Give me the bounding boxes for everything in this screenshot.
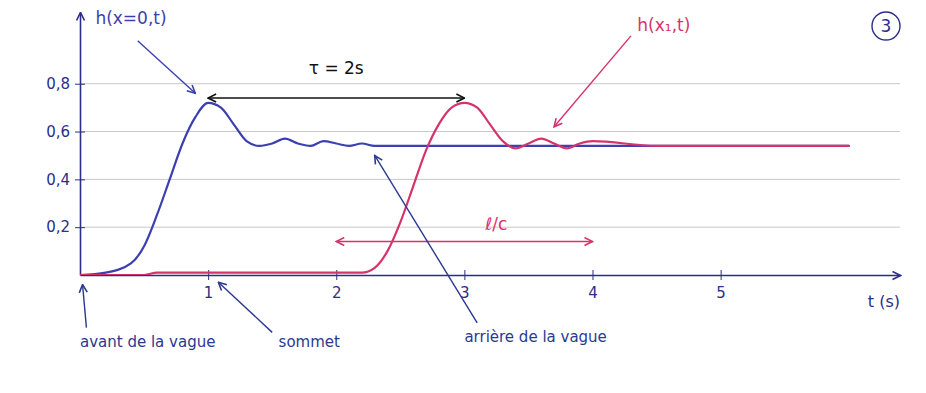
- y-axis: 0,2 0,4 0,6 0,8: [46, 13, 85, 276]
- y-tick-mark: [75, 132, 85, 133]
- x-tick: 5: [716, 270, 726, 302]
- grid-line: [80, 83, 900, 84]
- x-tick: 4: [588, 270, 598, 302]
- series-label: h(x₁,t): [637, 15, 690, 35]
- label-arrow: [138, 41, 196, 94]
- grid-line: [80, 131, 900, 132]
- y-tick-mark: [75, 227, 85, 228]
- y-tick: 0,6: [46, 123, 85, 141]
- x-tick-label: 4: [588, 284, 598, 302]
- annotation-arrow: [83, 285, 87, 328]
- x-axis: 1 2 3 4 5: [81, 270, 901, 302]
- x-tick-label: 1: [204, 284, 214, 302]
- x-tick-mark: [593, 270, 594, 280]
- series-label: h(x=0,t): [95, 8, 166, 28]
- x-tick-mark: [208, 270, 209, 280]
- corner-circle: [872, 12, 900, 40]
- y-tick: 0,8: [46, 75, 85, 93]
- x-axis-title: t (s): [868, 292, 900, 311]
- plot-area: [80, 103, 849, 275]
- chart-container: 1 2 3 4 5 0,2 0,4 0,6 0,8 t (s) τ = 2s ℓ/c h(x=0,t) h…: [0, 0, 926, 393]
- corner-mark: 3: [881, 16, 892, 36]
- x-tick-mark: [336, 270, 337, 280]
- annotation: sommet: [279, 333, 340, 351]
- span-label: τ = 2s: [309, 58, 364, 78]
- span-label: ℓ/c: [484, 214, 507, 234]
- x-tick-label: 5: [716, 284, 726, 302]
- x-tick-mark: [721, 270, 722, 280]
- y-tick-label: 0,2: [46, 218, 70, 236]
- x-tick-mark: [464, 270, 465, 280]
- annotation: arrière de la vague: [464, 328, 606, 346]
- y-tick-mark: [75, 179, 85, 180]
- x-axis-line: [81, 275, 901, 277]
- x-tick: 2: [332, 270, 342, 302]
- grid-line: [80, 179, 900, 180]
- y-tick-label: 0,6: [46, 123, 70, 141]
- series-line: [80, 103, 849, 275]
- y-tick-label: 0,8: [46, 75, 70, 93]
- x-tick: 1: [204, 270, 214, 302]
- span-arrow: [336, 241, 592, 243]
- annotation: avant de la vague: [80, 333, 215, 351]
- chart-svg: 1 2 3 4 5 0,2 0,4 0,6 0,8 t (s) τ = 2s ℓ/c h(x=0,t) h…: [0, 0, 926, 393]
- y-tick: 0,4: [46, 171, 85, 189]
- annotation-arrow: [218, 282, 272, 332]
- span-arrow: [208, 97, 464, 99]
- y-tick-label: 0,4: [46, 171, 70, 189]
- annotation-arrow: [375, 155, 478, 322]
- series-line: [80, 103, 849, 275]
- x-tick-label: 2: [332, 284, 342, 302]
- y-tick: 0,2: [46, 218, 85, 236]
- y-axis-line: [80, 13, 82, 276]
- label-arrow: [554, 36, 631, 127]
- y-tick-mark: [75, 84, 85, 85]
- x-tick-label: 3: [460, 284, 470, 302]
